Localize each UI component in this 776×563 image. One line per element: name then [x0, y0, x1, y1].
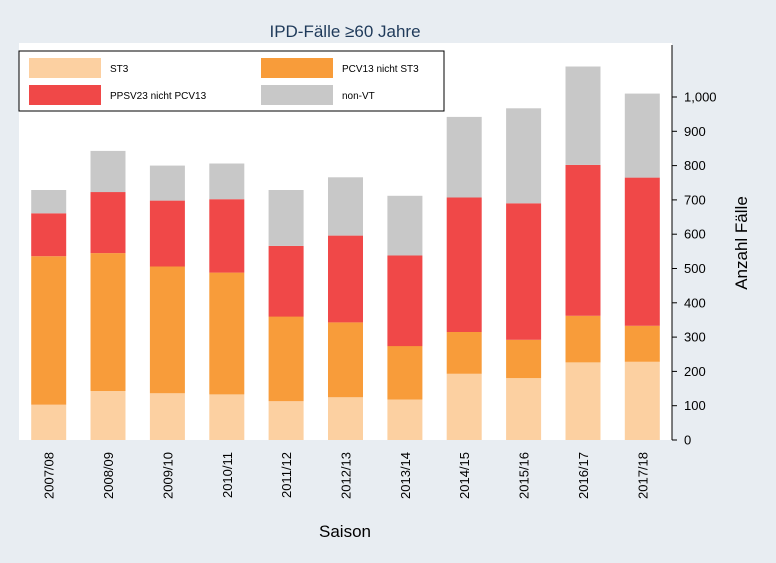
bar-segment-3-2017-18 [624, 177, 660, 326]
bar-segment-1-2010-11 [209, 394, 245, 440]
legend-label-1: ST3 [110, 64, 129, 75]
chart-title: IPD-Fälle ≥60 Jahre [269, 22, 420, 41]
x-tick-label: 2017/18 [635, 452, 650, 499]
y-tick-label: 300 [684, 330, 706, 345]
legend: ST3 PCV13 nicht ST3 PPSV23 nicht PCV13 non-… [18, 50, 445, 112]
bar-segment-3-2010-11 [209, 199, 245, 273]
bar-segment-4-2013-14 [387, 195, 423, 256]
bar-segment-4-2014-15 [446, 116, 482, 198]
bar-segment-2-2009-10 [149, 266, 185, 394]
y-tick-label: 100 [684, 398, 706, 413]
x-axis-title: Saison [319, 522, 371, 541]
bar-segment-4-2016-17 [565, 66, 601, 165]
y-tick-label: 600 [684, 227, 706, 242]
bar-segment-1-2007-08 [31, 404, 67, 440]
y-tick-label: 700 [684, 192, 706, 207]
bar-segment-3-2015-16 [506, 203, 542, 340]
x-tick-label: 2016/17 [576, 452, 591, 499]
y-tick-label: 500 [684, 261, 706, 276]
x-tick-label: 2014/15 [457, 452, 472, 499]
y-tick-label: 800 [684, 158, 706, 173]
bar-segment-3-2011-12 [268, 245, 304, 317]
legend-label-2: PCV13 nicht ST3 [342, 64, 419, 75]
legend-swatch-4 [261, 85, 333, 105]
y-tick-label: 1,000 [684, 90, 717, 105]
bar-segment-3-2007-08 [31, 213, 67, 257]
bar-segment-1-2011-12 [268, 401, 304, 440]
x-tick-label: 2013/14 [398, 452, 413, 499]
bar-segment-2-2016-17 [565, 315, 601, 363]
bar-segment-3-2008-09 [90, 192, 126, 254]
bar-segment-1-2016-17 [565, 362, 601, 440]
bar-segment-1-2012-13 [328, 397, 363, 440]
bar-segment-1-2017-18 [624, 361, 660, 440]
bar-segment-4-2017-18 [624, 93, 660, 178]
bar-segment-3-2013-14 [387, 255, 423, 347]
bar-segment-2-2008-09 [90, 253, 126, 391]
x-axis: 2007/08 2008/09 2009/10 2010/11 2011/12 2012/… [42, 452, 651, 499]
bar-segment-4-2012-13 [328, 177, 363, 236]
bar-segment-2-2014-15 [446, 332, 482, 374]
legend-swatch-1 [29, 58, 101, 78]
bar-segment-3-2009-10 [149, 200, 185, 267]
bar-segment-2-2011-12 [268, 316, 304, 402]
bars-layer [31, 66, 660, 440]
legend-label-4: non-VT [342, 91, 375, 102]
bar-segment-4-2008-09 [90, 150, 126, 193]
bar-segment-4-2011-12 [268, 190, 304, 246]
bar-segment-2-2013-14 [387, 346, 423, 400]
bar-segment-2-2017-18 [624, 325, 660, 362]
y-tick-label: 400 [684, 295, 706, 310]
x-tick-label: 2011/12 [279, 452, 294, 498]
y-axis: 0 100 200 300 400 500 600 700 800 900 1,000 [671, 45, 717, 448]
y-tick-label: 200 [684, 364, 706, 379]
y-tick-label: 0 [684, 433, 691, 448]
bar-segment-2-2010-11 [209, 272, 245, 395]
bar-segment-4-2010-11 [209, 163, 245, 200]
bar-segment-4-2007-08 [31, 190, 67, 214]
bar-segment-1-2009-10 [149, 393, 185, 440]
x-tick-label: 2015/16 [517, 452, 532, 499]
x-tick-label: 2008/09 [101, 452, 116, 499]
bar-segment-4-2009-10 [149, 165, 185, 201]
bar-segment-3-2012-13 [328, 235, 363, 323]
x-tick-label: 2007/08 [42, 452, 57, 499]
bar-segment-2-2012-13 [328, 322, 363, 398]
bar-segment-3-2014-15 [446, 197, 482, 332]
legend-swatch-2 [261, 58, 333, 78]
x-tick-label: 2009/10 [160, 452, 175, 499]
bar-segment-1-2008-09 [90, 391, 126, 440]
bar-segment-1-2014-15 [446, 373, 482, 440]
y-axis-title: Anzahl Fälle [732, 196, 751, 290]
legend-label-3: PPSV23 nicht PCV13 [110, 91, 207, 102]
legend-swatch-3 [29, 85, 101, 105]
bar-segment-4-2015-16 [506, 108, 542, 204]
x-tick-label: 2012/13 [339, 452, 354, 499]
bar-segment-2-2007-08 [31, 256, 67, 405]
bar-segment-2-2015-16 [506, 339, 542, 379]
bar-segment-3-2016-17 [565, 164, 601, 316]
y-tick-label: 900 [684, 124, 706, 139]
bar-segment-1-2015-16 [506, 378, 542, 440]
bar-segment-1-2013-14 [387, 399, 423, 440]
x-tick-label: 2010/11 [220, 452, 235, 498]
